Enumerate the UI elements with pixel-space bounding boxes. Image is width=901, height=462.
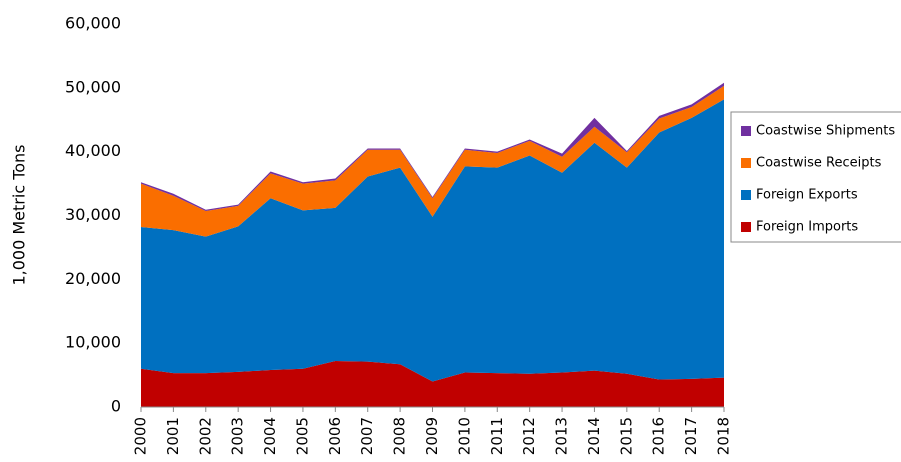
x-tick-label: 2011 (488, 417, 506, 455)
x-tick-label: 2005 (293, 417, 311, 455)
x-tick-label: 2006 (326, 417, 344, 455)
legend-swatch (741, 158, 751, 168)
x-tick-label: 2012 (520, 417, 538, 455)
y-tick-label: 10,000 (65, 333, 121, 352)
y-tick-label: 20,000 (65, 269, 121, 288)
x-tick-label: 2013 (553, 417, 571, 455)
x-tick-label: 2000 (132, 417, 150, 455)
x-tick-label: 2016 (650, 417, 668, 455)
area (141, 99, 724, 382)
y-tick-label: 0 (111, 397, 121, 416)
y-tick-label: 30,000 (65, 205, 121, 224)
y-axis-label: 1,000 Metric Tons (10, 144, 29, 285)
x-tick-label: 2017 (682, 417, 700, 455)
legend: Coastwise Shipments Coastwise Receipts For… (730, 111, 901, 243)
legend-label: Coastwise Shipments (756, 124, 895, 139)
y-tick-label: 60,000 (65, 14, 121, 33)
legend-swatch (741, 222, 751, 232)
legend-label: Foreign Imports (756, 220, 858, 235)
x-tick-label: 2018 (715, 417, 733, 455)
legend-box (730, 111, 901, 243)
x-tick-label: 2001 (164, 417, 182, 455)
legend-label: Coastwise Receipts (756, 156, 882, 171)
area (141, 361, 724, 407)
x-tick-label: 2008 (391, 417, 409, 455)
x-tick-label: 2014 (585, 417, 603, 455)
x-tick-label: 2009 (423, 417, 441, 455)
legend-label: Foreign Exports (756, 188, 858, 203)
x-tick-label: 2007 (358, 417, 376, 455)
x-tick-label: 2002 (196, 417, 214, 455)
y-tick-label: 50,000 (65, 77, 121, 96)
area (141, 85, 724, 237)
x-tick-label: 2015 (617, 417, 635, 455)
legend-swatch (741, 126, 751, 136)
x-tick-label: 2010 (455, 417, 473, 455)
x-tick-label: 2003 (229, 417, 247, 455)
legend-swatch (741, 190, 751, 200)
y-tick-label: 40,000 (65, 141, 121, 160)
x-tick-label: 2004 (261, 417, 279, 455)
